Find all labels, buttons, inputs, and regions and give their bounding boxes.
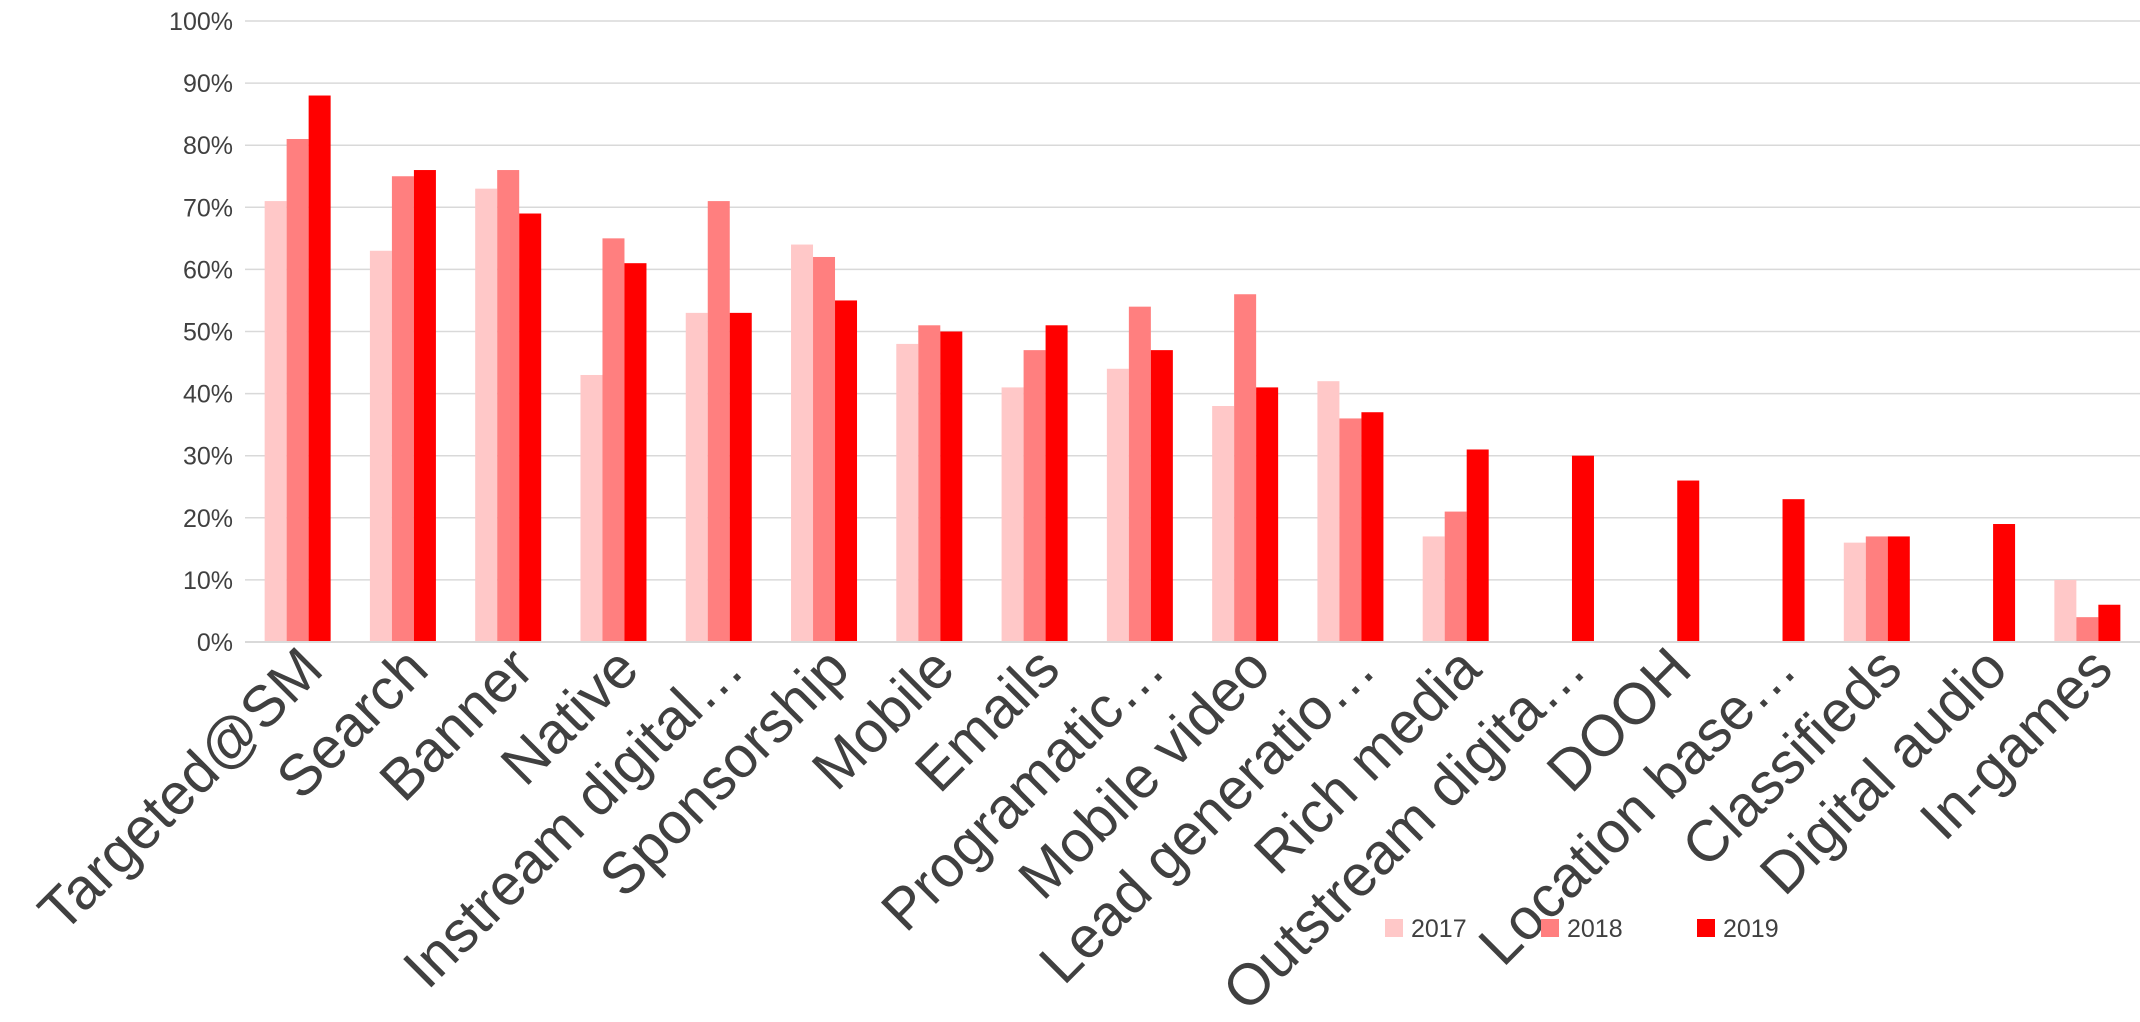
legend-swatch bbox=[1541, 919, 1559, 937]
bar bbox=[1782, 499, 1805, 642]
y-tick-label: 60% bbox=[183, 256, 233, 284]
legend-label: 2017 bbox=[1411, 915, 1467, 943]
bar bbox=[896, 343, 919, 642]
y-tick-label: 30% bbox=[183, 443, 233, 471]
y-axis-tick-labels: 0% 10% 20% 30% 40% 50% 60% 70% 80% 90% 100% bbox=[169, 8, 233, 657]
bars bbox=[264, 95, 2121, 643]
bar bbox=[835, 300, 858, 642]
bar bbox=[1106, 368, 1129, 642]
bar bbox=[813, 256, 836, 642]
bar bbox=[2054, 579, 2077, 642]
bar bbox=[707, 201, 730, 642]
bar bbox=[1339, 418, 1362, 642]
bar bbox=[602, 238, 625, 642]
bar bbox=[1212, 406, 1235, 642]
bar bbox=[1422, 536, 1445, 642]
bar bbox=[1361, 412, 1384, 642]
y-tick-label: 50% bbox=[183, 319, 233, 347]
bar bbox=[1843, 542, 1866, 642]
bar bbox=[624, 263, 647, 642]
y-tick-label: 80% bbox=[183, 132, 233, 160]
bar bbox=[519, 213, 542, 642]
legend-swatch bbox=[1385, 919, 1403, 937]
bar bbox=[1677, 480, 1700, 642]
bar bbox=[1234, 294, 1257, 642]
bar bbox=[1001, 387, 1024, 642]
bar bbox=[1045, 325, 1068, 642]
bar bbox=[2098, 604, 2121, 642]
bar bbox=[1444, 511, 1467, 642]
y-tick-label: 70% bbox=[183, 194, 233, 222]
bar bbox=[1128, 306, 1151, 642]
bar bbox=[1887, 536, 1910, 642]
bar bbox=[264, 201, 287, 642]
y-tick-label: 90% bbox=[183, 70, 233, 98]
bar bbox=[1571, 455, 1594, 642]
bar bbox=[940, 331, 963, 642]
legend-swatch bbox=[1697, 919, 1715, 937]
bar bbox=[1865, 536, 1888, 642]
bar bbox=[1317, 381, 1340, 642]
bar bbox=[413, 170, 436, 643]
bar bbox=[1256, 387, 1279, 642]
bar bbox=[1150, 350, 1173, 642]
bar bbox=[918, 325, 941, 642]
bar bbox=[729, 312, 752, 642]
y-tick-label: 100% bbox=[169, 8, 233, 36]
bar bbox=[497, 170, 520, 643]
y-tick-label: 10% bbox=[183, 567, 233, 595]
bar bbox=[685, 312, 708, 642]
y-tick-label: 0% bbox=[197, 629, 233, 657]
bar bbox=[475, 188, 498, 643]
bar bbox=[286, 138, 309, 643]
gridlines bbox=[245, 20, 2140, 581]
bar bbox=[1023, 350, 1046, 642]
bar bbox=[369, 250, 392, 642]
legend: 2017 2018 2019 bbox=[1385, 915, 1779, 943]
bar bbox=[308, 95, 331, 642]
bar bbox=[1993, 524, 2016, 642]
bar bbox=[791, 244, 814, 642]
bar bbox=[391, 176, 414, 642]
y-tick-label: 40% bbox=[183, 381, 233, 409]
y-tick-label: 20% bbox=[183, 505, 233, 533]
bar bbox=[2076, 617, 2099, 642]
legend-label: 2019 bbox=[1723, 915, 1779, 943]
bar bbox=[1466, 449, 1489, 642]
legend-label: 2018 bbox=[1567, 915, 1623, 943]
bar bbox=[580, 374, 603, 642]
